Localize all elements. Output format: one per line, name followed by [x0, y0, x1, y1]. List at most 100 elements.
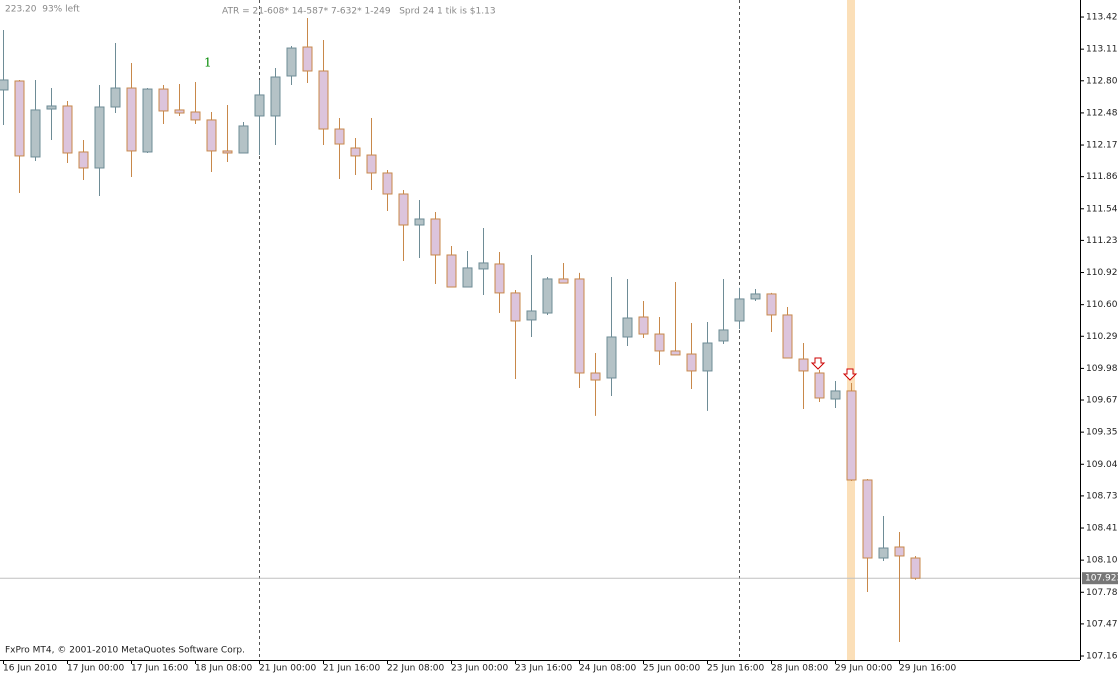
x-tick-label: 29 Jun 16:00 [899, 664, 956, 674]
candle-body [878, 547, 889, 559]
candle-body [670, 350, 681, 356]
candle-body [446, 254, 457, 288]
y-tick-label: 108.100 [1086, 556, 1118, 566]
candle-body [622, 317, 633, 338]
candle-body [782, 314, 793, 359]
y-tick-label: 111.235 [1086, 236, 1118, 246]
candle-body [382, 172, 393, 195]
candle-body [270, 76, 281, 117]
y-tick-label: 112.485 [1086, 108, 1118, 118]
plot-area [0, 17, 1080, 642]
candle-body [542, 278, 553, 314]
candle-body [334, 128, 345, 145]
candle-body [830, 390, 841, 400]
candle-body [222, 150, 233, 154]
candle-body [558, 278, 569, 284]
status-text: 223.20 93% left [5, 5, 80, 15]
x-tick-label: 25 Jun 00:00 [643, 664, 700, 674]
candle-body [862, 479, 873, 559]
candle-body [750, 293, 761, 300]
y-tick-label: 109.355 [1086, 428, 1118, 438]
candle-body [158, 88, 169, 112]
y-tick-label: 111.545 [1086, 204, 1118, 214]
candle-body [30, 109, 41, 158]
candle-body [494, 263, 505, 294]
candle-body [286, 47, 297, 77]
candle-body [734, 298, 745, 322]
y-tick-label: 110.295 [1086, 332, 1118, 342]
candle-body [718, 329, 729, 342]
y-tick-label: 107.785 [1086, 588, 1118, 598]
x-tick-label: 23 Jun 16:00 [515, 664, 572, 674]
x-tick-label: 17 Jun 16:00 [131, 664, 188, 674]
candle-body [430, 218, 441, 256]
y-tick-label: 113.425 [1086, 13, 1118, 23]
sell-arrow [810, 357, 826, 370]
candle-body [190, 111, 201, 121]
y-tick-label: 108.415 [1086, 524, 1118, 534]
candle-body [766, 293, 777, 316]
y-tick-label: 112.800 [1086, 76, 1118, 86]
last-price-box [1082, 572, 1118, 585]
candle-body [574, 278, 585, 374]
x-tick-label: 16 Jun 2010 [3, 664, 57, 674]
y-tick-label: 108.730 [1086, 491, 1118, 501]
candle-body [590, 372, 601, 381]
candle-body [62, 105, 73, 154]
candle-body [318, 70, 329, 130]
candle-body [238, 125, 249, 154]
candle-body [478, 262, 489, 270]
highlight-bar [847, 0, 855, 660]
candle-body [78, 151, 89, 169]
candle-body [686, 353, 697, 372]
sell-arrow [842, 368, 858, 381]
candle-body [526, 310, 537, 321]
candle-body [94, 106, 105, 169]
candle-body [910, 557, 921, 579]
annotation: 1 [204, 56, 212, 70]
candle-body [206, 119, 217, 152]
y-tick-label: 111.860 [1086, 172, 1118, 182]
x-tick-label: 28 Jun 08:00 [771, 664, 828, 674]
candle-body [798, 358, 809, 372]
x-tick-label: 21 Jun 00:00 [259, 664, 316, 674]
candle-body [302, 46, 313, 72]
candle-body [846, 390, 857, 481]
x-tick-label: 18 Jun 08:00 [195, 664, 252, 674]
candle-body [366, 154, 377, 174]
header-text: ATR = 21-608* 14-587* 7-632* 1-249 Sprd … [222, 7, 496, 17]
candle-body [654, 333, 665, 352]
candle-body [510, 292, 521, 322]
candle-body [638, 316, 649, 335]
candle-body [46, 105, 57, 110]
x-tick-label: 17 Jun 00:00 [67, 664, 124, 674]
candle-body [462, 267, 473, 288]
candle-body [254, 94, 265, 117]
candle-body [350, 147, 361, 157]
x-tick-label: 25 Jun 16:00 [707, 664, 764, 674]
candle-body [894, 546, 905, 557]
candle-body [398, 193, 409, 226]
y-tick-label: 110.605 [1086, 300, 1118, 310]
candle-body [414, 218, 425, 226]
x-tick-label: 24 Jun 08:00 [579, 664, 636, 674]
x-tick-label: 23 Jun 00:00 [451, 664, 508, 674]
candle-body [14, 80, 25, 157]
x-tick-label: 29 Jun 00:00 [835, 664, 892, 674]
last-price-label: 107.923 [1085, 574, 1118, 584]
candle-body [814, 372, 825, 399]
candle-body [702, 342, 713, 372]
y-tick-label: 112.170 [1086, 141, 1118, 151]
candle-body [126, 87, 137, 152]
y-tick-label: 109.670 [1086, 396, 1118, 406]
candle-body [0, 79, 9, 91]
y-tick-label: 109.980 [1086, 364, 1118, 374]
candle-body [110, 87, 121, 108]
x-tick-label: 21 Jun 16:00 [323, 664, 380, 674]
y-tick-label: 113.110 [1086, 45, 1118, 55]
x-tick-label: 22 Jun 08:00 [387, 664, 444, 674]
candle-body [174, 109, 185, 114]
y-tick-label: 107.160 [1086, 652, 1118, 662]
